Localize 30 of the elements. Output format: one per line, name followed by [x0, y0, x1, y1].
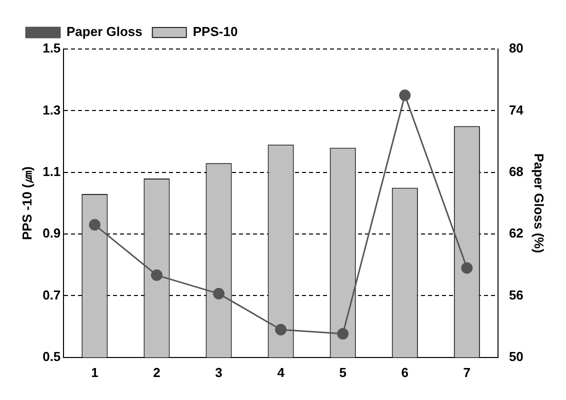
point: [337, 328, 349, 340]
y-tick-label: 0.7: [42, 287, 61, 302]
x-tick-label: 3: [215, 364, 222, 380]
y2-tick-label: 62: [508, 226, 524, 241]
y2-tick-label: 50: [508, 348, 524, 364]
y2-tick-label: 56: [508, 287, 524, 302]
y2-tick-label: 80: [508, 40, 524, 56]
y-tick-label: 1.3: [42, 102, 61, 118]
y2-tick-label: 68: [508, 164, 524, 179]
y-tick-label: 0.5: [42, 348, 61, 364]
y-tick-label: 1.1: [42, 164, 61, 179]
point: [461, 262, 473, 274]
point: [150, 269, 162, 281]
y-tick-label: 1.5: [42, 40, 61, 56]
point: [213, 288, 225, 300]
y2-axis-title: Paper Gloss (%): [532, 153, 547, 254]
y-axis-title: PPS -10 (㎛): [19, 166, 34, 240]
x-tick-label: 7: [463, 364, 471, 380]
point: [399, 90, 411, 102]
y2-tick-label: 74: [508, 102, 524, 118]
x-tick-label: 2: [153, 364, 160, 380]
legend-label: Paper Gloss: [66, 24, 142, 40]
x-tick-label: 5: [339, 364, 346, 380]
x-tick-label: 1: [91, 364, 98, 380]
y-tick-label: 0.9: [42, 226, 61, 241]
x-tick-label: 6: [401, 364, 408, 380]
legend-label: PPS-10: [192, 24, 238, 40]
x-tick-label: 4: [277, 364, 286, 380]
point: [275, 324, 287, 336]
point: [88, 219, 100, 231]
